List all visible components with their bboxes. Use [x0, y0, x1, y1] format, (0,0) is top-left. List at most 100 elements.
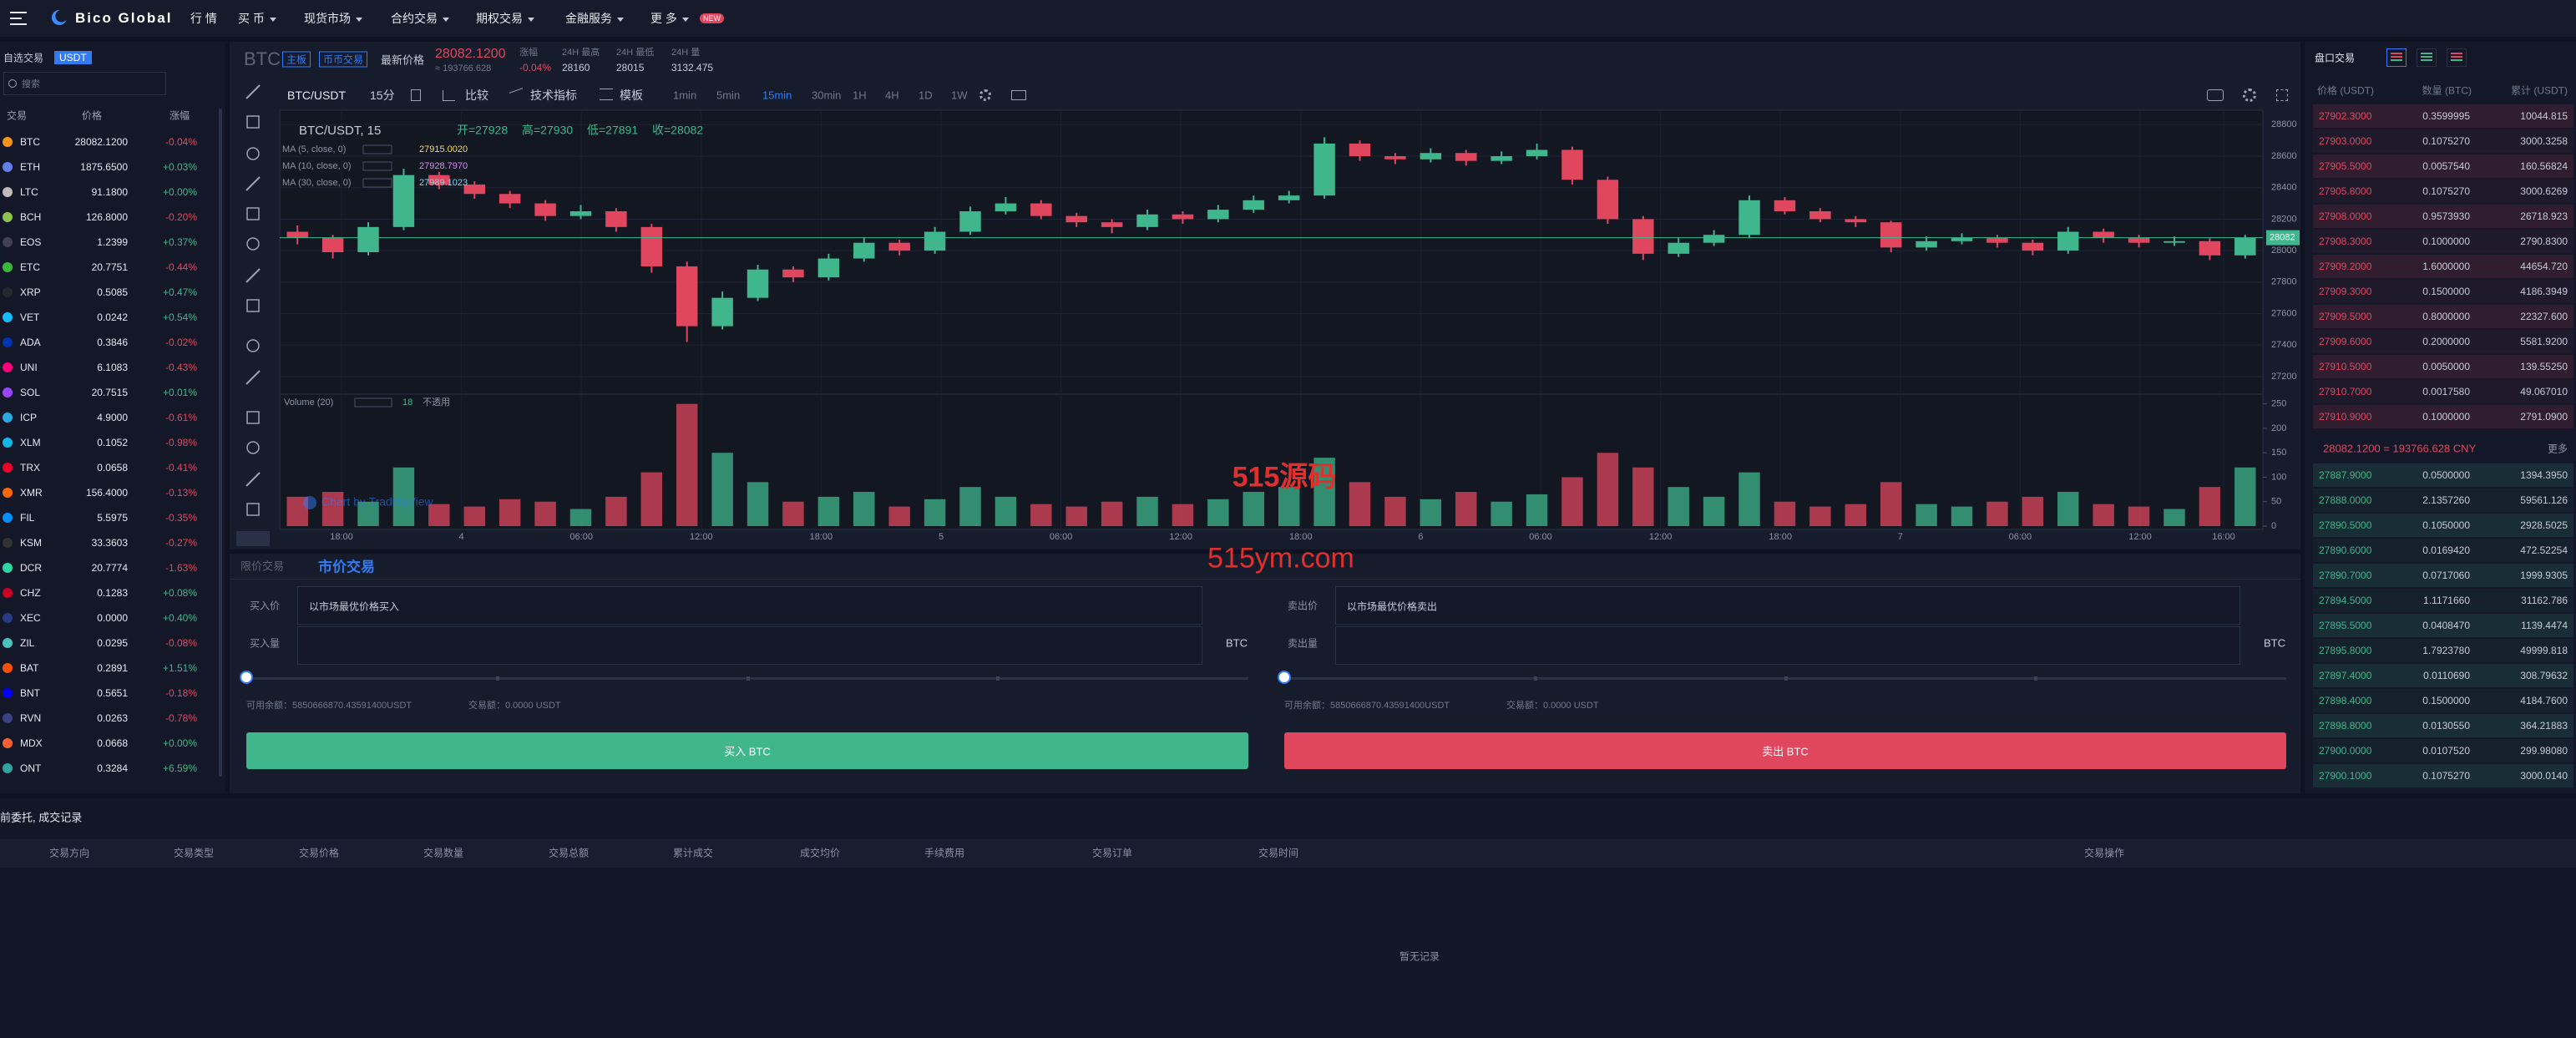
trade-button-label[interactable]: 买入 BTC	[724, 745, 771, 758]
ob-row-bg[interactable]	[2313, 564, 2573, 587]
ob-row-bg[interactable]	[2313, 104, 2573, 128]
coin-symbol[interactable]: CHZ	[20, 587, 41, 599]
nav-item[interactable]: 买 币	[238, 10, 276, 27]
coin-symbol[interactable]: UNI	[20, 362, 38, 373]
sidebar-tab[interactable]: USDT	[54, 51, 92, 64]
toolbar-template[interactable]: 模板	[620, 89, 643, 102]
interval-option[interactable]: 4H	[885, 89, 899, 102]
coin-symbol[interactable]: FIL	[20, 512, 35, 524]
coin-symbol[interactable]: LTC	[20, 186, 38, 198]
coin-symbol[interactable]: ADA	[20, 337, 41, 348]
nav-item[interactable]: 合约交易	[391, 10, 449, 27]
toolbar-interval[interactable]: 15分	[370, 89, 395, 102]
orderbook-view[interactable]	[2417, 48, 2437, 67]
toolbar-indicators[interactable]: 技术指标	[530, 89, 577, 102]
slider-handle[interactable]	[1278, 671, 1291, 684]
menu-bar[interactable]	[10, 12, 27, 13]
ob-row-bg[interactable]	[2313, 689, 2573, 712]
interval-option[interactable]: 1min	[673, 89, 697, 102]
toolbar-compare[interactable]: 比较	[465, 89, 488, 102]
ob-row-bg[interactable]	[2313, 330, 2573, 353]
trade-tab[interactable]: 市价交易	[318, 559, 375, 575]
ob-row-bg[interactable]	[2313, 664, 2573, 687]
col-header[interactable]: 交易	[7, 109, 28, 122]
ob-row-bg[interactable]	[2313, 380, 2573, 403]
price-input[interactable]	[297, 586, 1202, 625]
coin-symbol[interactable]: BNT	[20, 687, 40, 699]
interval-option[interactable]: 1D	[919, 89, 933, 102]
ob-row-bg[interactable]	[2313, 764, 2573, 787]
toolbar-pair[interactable]: BTC/USDT	[287, 89, 346, 102]
menu-bar[interactable]	[10, 18, 22, 19]
market-tag[interactable]: 主板	[282, 51, 311, 68]
coin-symbol[interactable]: XRP	[20, 286, 41, 298]
ob-row-bg[interactable]	[2313, 539, 2573, 562]
ob-row-bg[interactable]	[2313, 589, 2573, 612]
coin-symbol[interactable]: ETH	[20, 161, 40, 173]
coin-symbol[interactable]: DCR	[20, 562, 42, 574]
ob-row-bg[interactable]	[2313, 463, 2573, 487]
interval-option[interactable]: 5min	[716, 89, 741, 102]
orderbook-view[interactable]	[2447, 48, 2467, 67]
amount-input[interactable]	[1335, 626, 2240, 665]
ob-row-bg[interactable]	[2313, 639, 2573, 662]
menu-bar[interactable]	[10, 23, 27, 25]
coin-symbol[interactable]: EOS	[20, 236, 42, 248]
sidebar-tab[interactable]: 自选交易	[3, 52, 44, 64]
layout-icon[interactable]	[1011, 90, 1026, 100]
coin-symbol[interactable]: BTC	[20, 136, 40, 148]
ob-row-bg[interactable]	[2313, 305, 2573, 328]
col-header[interactable]: 涨幅	[170, 109, 190, 122]
coin-symbol[interactable]: BCH	[20, 211, 42, 223]
coin-symbol[interactable]: BAT	[20, 662, 39, 674]
coin-symbol[interactable]: ICP	[20, 412, 38, 423]
coin-symbol[interactable]: SOL	[20, 387, 41, 398]
ob-row-bg[interactable]	[2313, 255, 2573, 278]
trade-button-label[interactable]: 卖出 BTC	[1762, 745, 1809, 758]
coin-symbol[interactable]: ZIL	[20, 637, 35, 649]
trade-button[interactable]	[246, 732, 1248, 769]
fullscreen-icon[interactable]	[2276, 89, 2288, 101]
coin-symbol[interactable]: ETC	[20, 261, 40, 273]
nav-item[interactable]: 期权交易	[476, 10, 534, 27]
coin-symbol[interactable]: RVN	[20, 712, 42, 724]
ob-row-bg[interactable]	[2313, 355, 2573, 378]
ob-row-bg[interactable]	[2313, 154, 2573, 178]
nav-item[interactable]: 现货市场	[304, 10, 362, 27]
ob-row-bg[interactable]	[2313, 230, 2573, 253]
ob-row-bg[interactable]	[2313, 714, 2573, 737]
gear-icon[interactable]	[2243, 89, 2256, 102]
trade-button[interactable]	[1284, 732, 2286, 769]
coin-symbol[interactable]: TRX	[20, 462, 40, 473]
ob-row-bg[interactable]	[2313, 129, 2573, 153]
interval-option[interactable]: 1W	[951, 89, 968, 102]
ob-more[interactable]: 更多	[2547, 443, 2568, 455]
ob-row-bg[interactable]	[2313, 205, 2573, 228]
coin-symbol[interactable]: ONT	[20, 762, 42, 774]
nav-item[interactable]: 金融服务	[565, 10, 624, 27]
ob-row-bg[interactable]	[2313, 614, 2573, 637]
settings-icon[interactable]	[979, 89, 991, 101]
orders-title[interactable]: 前委托, 成交记录	[0, 811, 83, 824]
coin-symbol[interactable]: XEC	[20, 612, 41, 624]
search-box[interactable]	[3, 72, 166, 95]
amount-input[interactable]	[297, 626, 1202, 665]
slider-handle[interactable]	[240, 671, 253, 684]
nav-item[interactable]: 更 多	[650, 10, 689, 27]
coin-symbol[interactable]: XLM	[20, 437, 41, 448]
interval-option[interactable]: 30min	[812, 89, 842, 102]
coin-symbol[interactable]: XMR	[20, 487, 43, 499]
price-input[interactable]	[1335, 586, 2240, 625]
market-tag[interactable]: 币币交易	[319, 51, 368, 68]
nav-item[interactable]: 行 情	[190, 12, 217, 25]
interval-option[interactable]: 1H	[853, 89, 867, 102]
trade-tab[interactable]: 限价交易	[240, 560, 285, 573]
orderbook-view[interactable]	[2386, 48, 2406, 67]
coin-symbol[interactable]: MDX	[20, 737, 43, 749]
ob-row-bg[interactable]	[2313, 739, 2573, 762]
coin-symbol[interactable]: KSM	[20, 537, 43, 549]
ob-row-bg[interactable]	[2313, 514, 2573, 537]
ob-row-bg[interactable]	[2313, 280, 2573, 303]
coin-symbol[interactable]: VET	[20, 311, 40, 323]
ob-row-bg[interactable]	[2313, 405, 2573, 428]
